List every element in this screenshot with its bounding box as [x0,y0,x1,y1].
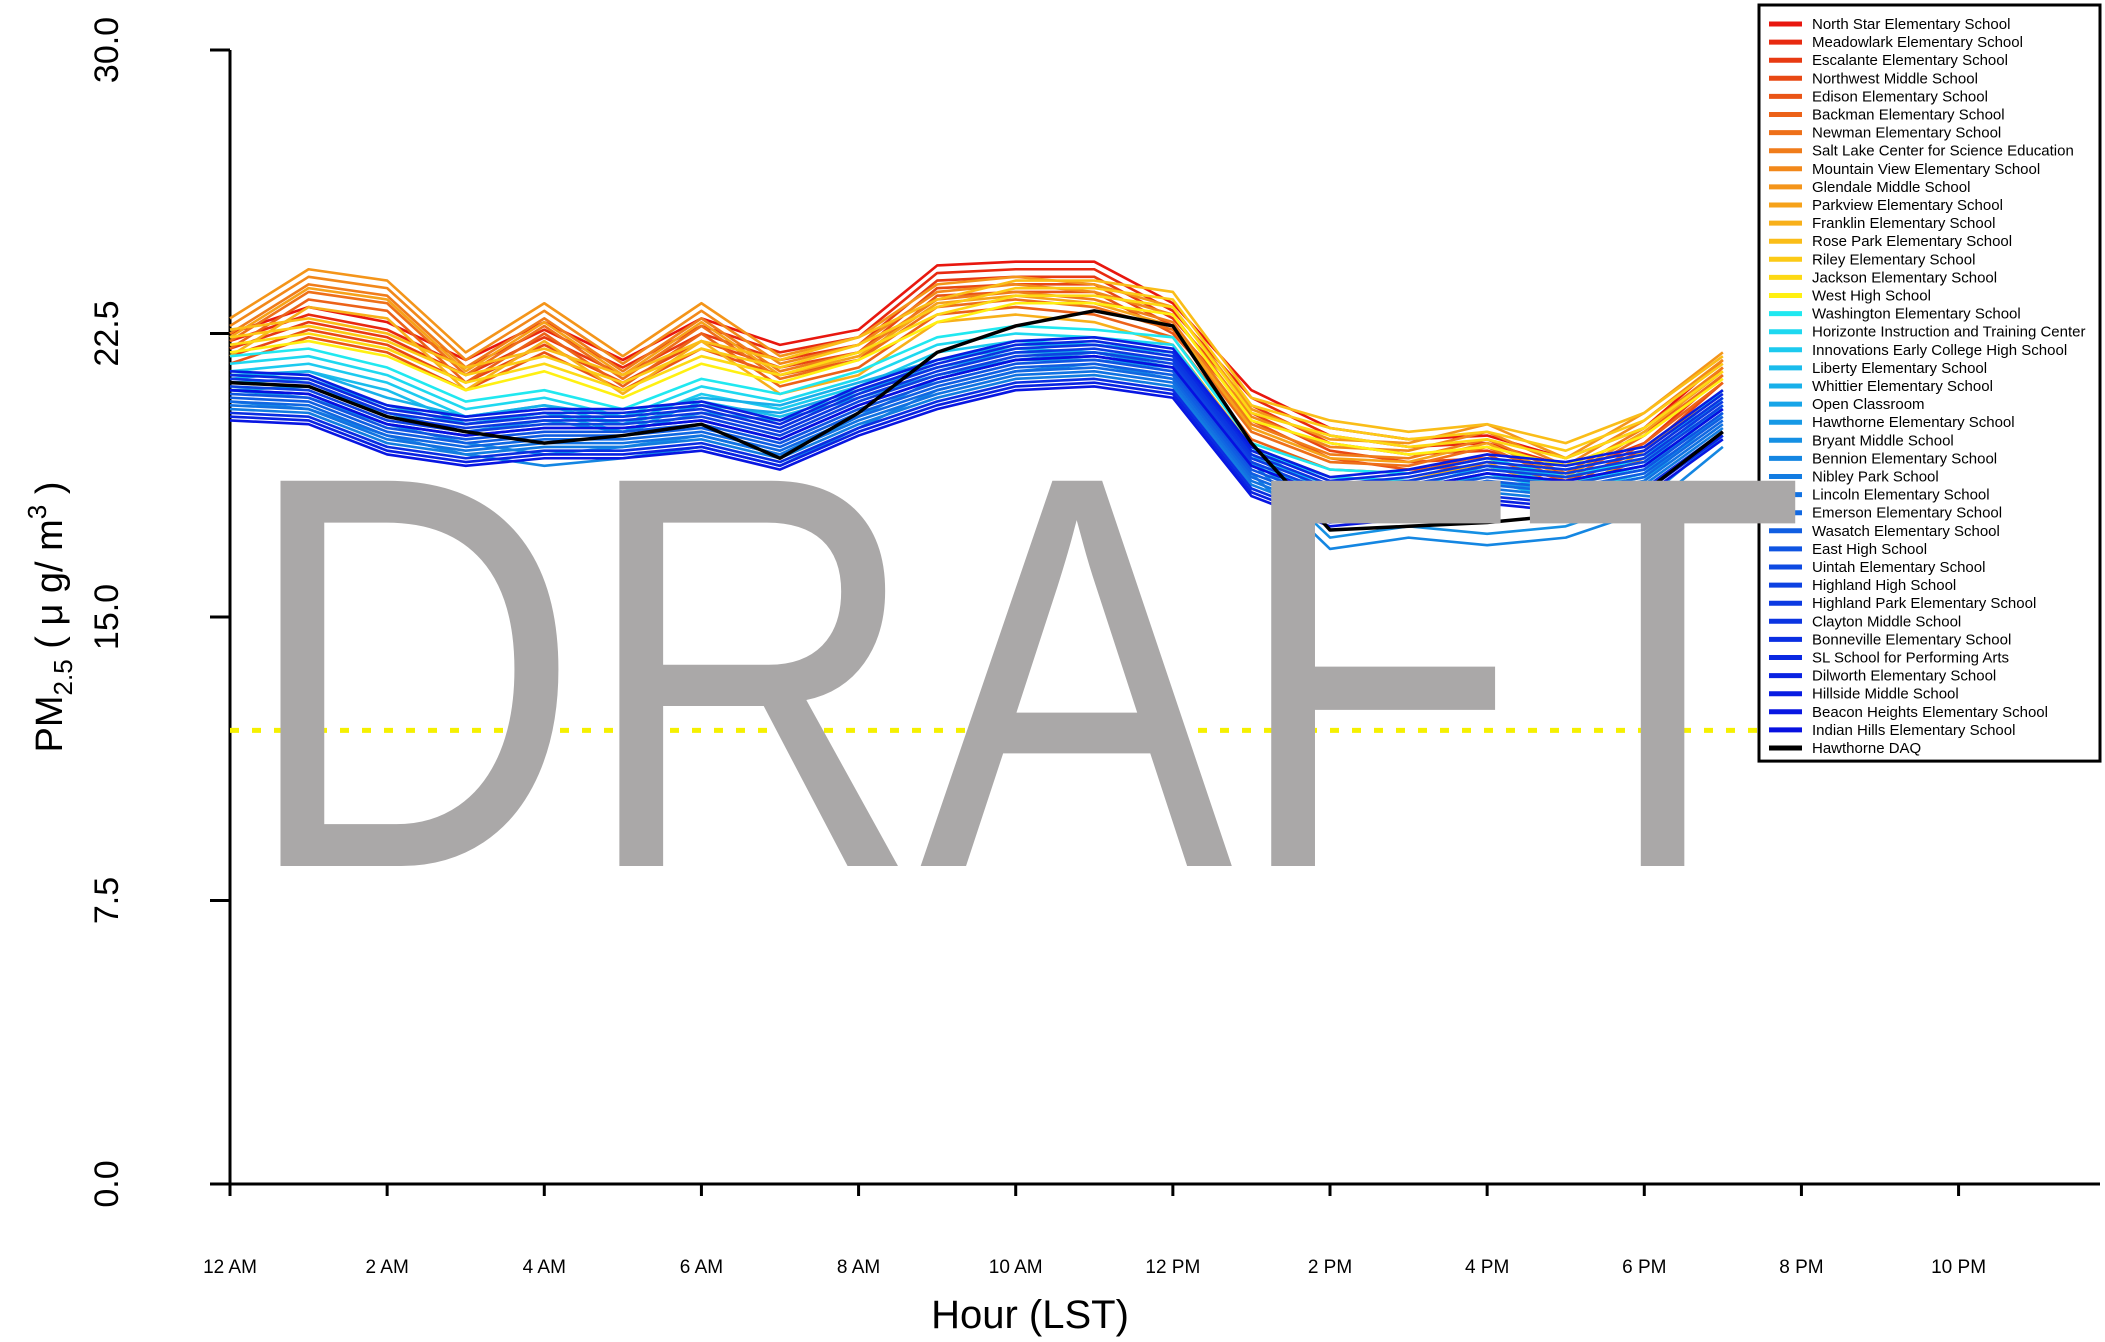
y-tick-label: 22.5 [88,300,126,366]
legend-label: North Star Elementary School [1812,16,2010,33]
legend-box [1757,3,2102,763]
series-line [229,369,1724,513]
series-line [229,347,1724,490]
series-line [229,358,1724,502]
x-tick-label: 6 AM [680,1257,723,1278]
legend-label: Backman Elementary School [1812,107,2005,124]
legend-label: Jackson Elementary School [1812,269,1997,286]
series-line [229,294,1724,460]
legend-label: Hawthorne Elementary School [1812,414,2015,431]
legend-label: Parkview Elementary School [1812,197,2003,214]
y-tick-label: 15.0 [88,584,126,650]
legend-label: Highland High School [1812,577,1956,594]
x-tick-label: 8 AM [837,1257,880,1278]
legend-label: East High School [1812,541,1927,558]
series-line [229,335,1724,479]
legend-label: Beacon Heights Elementary School [1812,704,2048,721]
y-title-mid: ( μ g/ m [29,519,71,659]
legend-label: Open Classroom [1812,396,1925,413]
x-tick-label: 2 PM [1308,1257,1352,1278]
legend-label: West High School [1812,288,1931,305]
legend-label: Dilworth Elementary School [1812,668,1996,685]
series-line [229,385,1724,528]
legend-label: Washington Elementary School [1812,306,2021,323]
y-title-sub: 2.5 [48,659,78,695]
legend-label: Rose Park Elementary School [1812,233,2012,250]
x-tick-label: 10 AM [989,1257,1043,1278]
legend-label: Franklin Elementary School [1812,215,1995,232]
series-line [229,381,1724,524]
legend-label: Newman Elementary School [1812,125,2001,142]
legend-label: Wasatch Elementary School [1812,523,2000,540]
x-tick-label: 8 PM [1779,1257,1823,1278]
y-axis-title: PM2.5 ( μ g/ m3 ) [22,482,78,753]
legend-label: Salt Lake Center for Science Education [1812,143,2074,160]
legend-label: Innovations Early College High School [1812,342,2067,359]
series-line [229,377,1724,521]
legend-label: Horizonte Instruction and Training Cente… [1812,324,2085,341]
series-line [229,373,1724,517]
legend-label: Whittier Elementary School [1812,378,1993,395]
series-line [229,301,1724,468]
legend-label: SL School for Performing Arts [1812,650,2009,667]
legend-label: Bryant Middle School [1812,432,1954,449]
y-tick-label: 7.5 [88,877,126,924]
x-tick-label: 12 PM [1145,1257,1200,1278]
x-tick-label: 6 PM [1622,1257,1666,1278]
series-line [229,279,1724,445]
series-line [229,283,1724,475]
plot-area: 0.0 7.5 15.0 22.5 30.0 12 AM 2 AM 4 AM 6 AM 8 AM 1… [88,17,2100,1278]
legend-label: Meadowlark Elementary School [1812,34,2023,51]
series-line [229,309,1724,532]
legend-label: Hillside Middle School [1812,686,1959,703]
x-tick-label: 10 PM [1931,1257,1986,1278]
series-line [229,267,1724,460]
x-tick-label: 4 AM [523,1257,566,1278]
series-line [229,362,1724,505]
x-tick-label: 12 AM [203,1257,257,1278]
y-tick-label: 30.0 [88,17,126,83]
legend-label: Nibley Park School [1812,469,1939,486]
series-line [229,366,1724,509]
legend-label: Bonneville Elementary School [1812,631,2011,648]
x-tick-label: 2 AM [365,1257,408,1278]
x-tick-label: 4 PM [1465,1257,1509,1278]
legend-label: Clayton Middle School [1812,613,1961,630]
legend-label: Uintah Elementary School [1812,559,1985,576]
series-line [229,286,1724,452]
legend-label: Indian Hills Elementary School [1812,722,2015,739]
y-title-end: ) [29,482,71,505]
legend-label: Lincoln Elementary School [1812,487,1990,504]
legend-label: Riley Elementary School [1812,251,1975,268]
legend-label: Hawthorne DAQ [1812,740,1921,757]
series-line [229,343,1724,487]
legend-label: Glendale Middle School [1812,179,1970,196]
legend-label: Northwest Middle School [1812,70,1978,87]
legend-label: Edison Elementary School [1812,88,1988,105]
legend-label: Escalante Elementary School [1812,52,2008,69]
legend-label: Bennion Elementary School [1812,450,1997,467]
y-title-sup: 3 [22,505,52,519]
watermark: DRAFT [242,359,1806,985]
legend-label: Emerson Elementary School [1812,505,2002,522]
series-line [229,275,1724,468]
series-line [229,290,1724,483]
x-axis-title: Hour (LST) [931,1293,1129,1337]
legend-label: Mountain View Elementary School [1812,161,2040,178]
y-title-base: PM [29,695,71,752]
series-line [229,339,1724,483]
series-line [229,351,1724,494]
legend-label: Highland Park Elementary School [1812,595,2036,612]
y-tick-label: 0.0 [88,1160,126,1207]
legend-label: Liberty Elementary School [1812,360,1987,377]
